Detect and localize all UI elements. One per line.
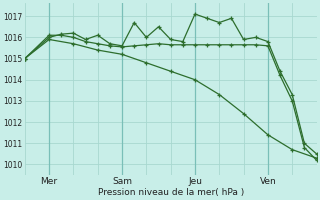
X-axis label: Pression niveau de la mer( hPa ): Pression niveau de la mer( hPa ) bbox=[98, 188, 244, 197]
